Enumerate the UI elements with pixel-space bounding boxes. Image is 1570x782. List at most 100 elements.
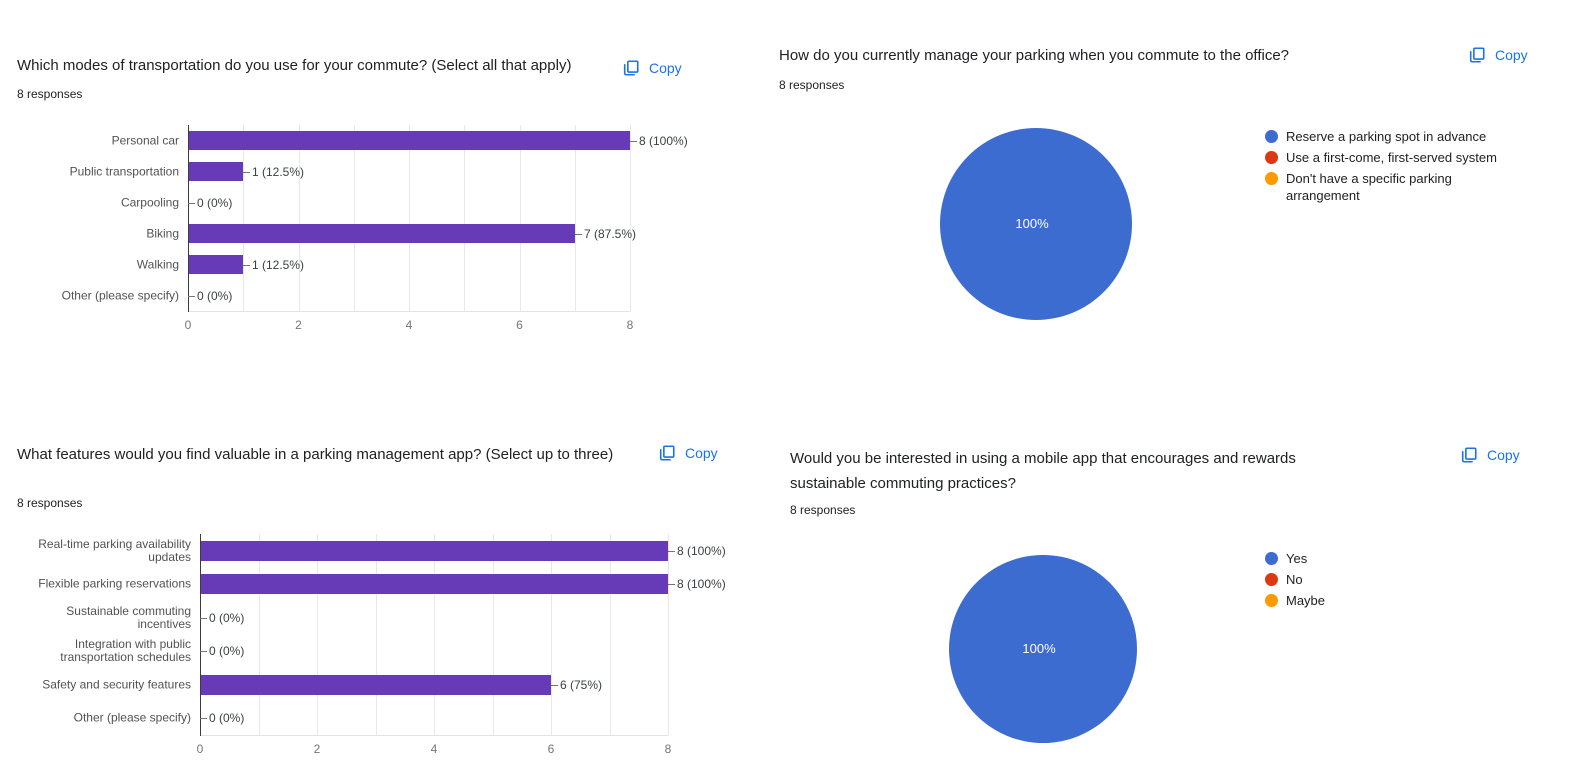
x-axis-tick-label: 4 <box>430 742 438 756</box>
gridline <box>575 125 576 311</box>
value-leader-line <box>668 584 675 586</box>
gridline <box>434 534 435 735</box>
x-axis-tick-label: 8 <box>626 318 634 332</box>
pie-chart: 100% <box>940 128 1132 320</box>
bar <box>189 131 630 150</box>
value-label: 0 (0%) <box>209 610 245 625</box>
x-axis-tick-label: 0 <box>184 318 192 332</box>
gridline <box>409 125 410 311</box>
responses-count: 8 responses <box>779 78 845 92</box>
value-leader-line <box>668 550 675 552</box>
question-panel-parking-management: How do you currently manage your parking… <box>779 46 1559 376</box>
gridline <box>259 534 260 735</box>
value-label: 8 (100%) <box>677 577 726 592</box>
legend-item: Use a first-come, first-served system <box>1265 149 1526 166</box>
category-label: Biking <box>146 226 179 240</box>
gridline <box>464 125 465 311</box>
gridline <box>299 125 300 311</box>
legend-dot-icon <box>1265 594 1278 607</box>
value-leader-line <box>188 295 195 297</box>
legend-label: Yes <box>1286 551 1308 566</box>
responses-count: 8 responses <box>17 87 83 101</box>
category-label: Personal car <box>111 133 179 147</box>
value-label: 0 (0%) <box>209 711 245 726</box>
x-axis-tick-label: 8 <box>664 742 672 756</box>
legend-dot-icon <box>1265 172 1278 185</box>
x-axis-tick-label: 2 <box>313 742 321 756</box>
copy-icon <box>622 59 640 77</box>
legend-dot-icon <box>1265 151 1278 164</box>
chart-legend: Yes No Maybe <box>1265 550 1325 609</box>
value-label: 8 (100%) <box>639 133 688 148</box>
legend-label: No <box>1286 572 1303 587</box>
question-title: Which modes of transportation do you use… <box>17 57 572 74</box>
value-leader-line <box>243 264 250 266</box>
value-leader-line <box>200 651 207 653</box>
gridline <box>610 534 611 735</box>
bar <box>201 674 551 695</box>
value-leader-line <box>243 171 250 173</box>
responses-count: 8 responses <box>790 503 856 517</box>
value-label: 8 (100%) <box>677 543 726 558</box>
copy-button[interactable]: Copy <box>622 59 682 77</box>
copy-button[interactable]: Copy <box>658 444 718 462</box>
legend-dot-icon <box>1265 573 1278 586</box>
value-leader-line <box>551 684 558 686</box>
gridline <box>354 125 355 311</box>
x-axis-tick-label: 2 <box>295 318 302 332</box>
responses-count: 8 responses <box>17 496 83 510</box>
bar-chart: 8 (100%) 1 (12.5%) 0 (0%) 7 (87.5%) 1 (12.5%… <box>17 125 717 345</box>
value-leader-line <box>200 718 207 720</box>
bar <box>201 540 668 561</box>
legend-dot-icon <box>1265 130 1278 143</box>
category-label: Flexible parking reservations <box>38 576 191 591</box>
category-label: Safety and security features <box>42 677 191 692</box>
pie-chart: 100% <box>949 555 1137 743</box>
legend-label: Reserve a parking spot in advance <box>1286 129 1487 144</box>
bar <box>189 224 575 243</box>
pie-slice-label: 100% <box>1015 216 1049 232</box>
copy-label: Copy <box>1487 447 1520 463</box>
value-leader-line <box>575 233 582 235</box>
y-axis-line <box>200 534 201 736</box>
legend-item: Yes <box>1265 550 1325 567</box>
value-label: 0 (0%) <box>197 195 233 210</box>
legend-dot-icon <box>1265 552 1278 565</box>
copy-button[interactable]: Copy <box>1468 46 1528 64</box>
value-label: 1 (12.5%) <box>252 164 305 179</box>
value-label: 0 (0%) <box>209 644 245 659</box>
gridline <box>376 534 377 735</box>
legend-label: Maybe <box>1286 593 1326 608</box>
chart-legend: Reserve a parking spot in advance Use a f… <box>1265 128 1526 204</box>
value-label: 6 (75%) <box>560 677 603 692</box>
bar-chart: 8 (100%) 8 (100%) 0 (0%) 0 (0%) 6 (75%) 0 (0%… <box>17 534 729 769</box>
question-title: Would you be interested in using a mobil… <box>790 450 1296 492</box>
gridline <box>630 125 631 311</box>
legend-item: Maybe <box>1265 592 1325 609</box>
value-label: 0 (0%) <box>197 288 233 303</box>
legend-item: No <box>1265 571 1325 588</box>
gridline <box>668 534 669 735</box>
legend-item: Reserve a parking spot in advance <box>1265 128 1526 145</box>
copy-label: Copy <box>1495 47 1528 63</box>
value-leader-line <box>200 617 207 619</box>
gridline <box>317 534 318 735</box>
x-axis-line <box>200 735 668 736</box>
x-axis-line <box>188 311 630 312</box>
question-panel-transport-modes: Which modes of transportation do you use… <box>17 56 717 386</box>
x-axis-tick-label: 6 <box>547 742 555 756</box>
question-title: How do you currently manage your parking… <box>779 47 1289 64</box>
copy-icon <box>1468 46 1486 64</box>
copy-button[interactable]: Copy <box>1460 446 1520 464</box>
category-label: Integration with public transportation s… <box>60 637 191 665</box>
copy-icon <box>1460 446 1478 464</box>
copy-label: Copy <box>685 445 718 461</box>
x-axis-tick-label: 4 <box>405 318 413 332</box>
gridline <box>493 534 494 735</box>
category-label: Other (please specify) <box>73 710 191 725</box>
copy-label: Copy <box>649 60 682 76</box>
value-label: 1 (12.5%) <box>252 257 305 272</box>
gridline <box>243 125 244 311</box>
value-label: 7 (87.5%) <box>584 226 637 241</box>
